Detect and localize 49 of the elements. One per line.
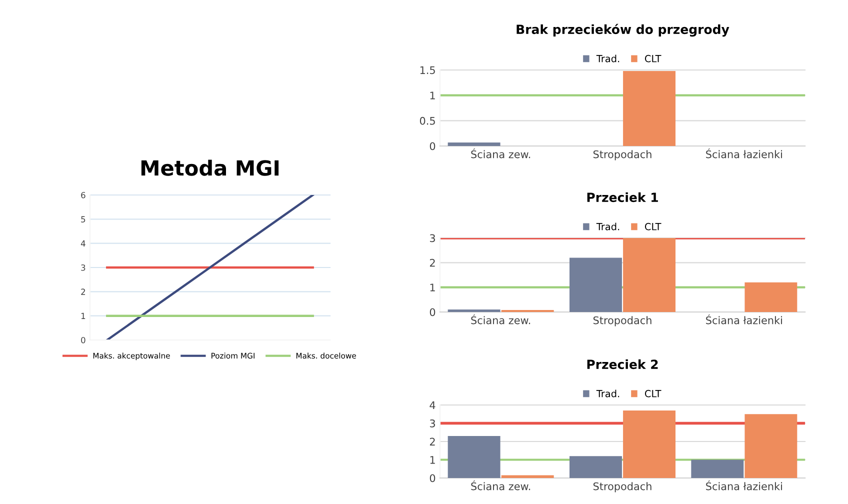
y-tick-label: 2 — [81, 288, 85, 295]
y-tick-label: 6 — [81, 192, 86, 198]
y-tick-label: 0.5 — [420, 116, 435, 125]
x-tick-label: Ściana zew. — [471, 480, 530, 490]
y-tick-label: 4 — [430, 401, 436, 409]
y-tick-label: 1 — [430, 92, 435, 100]
y-tick-label: 3 — [430, 419, 435, 428]
x-tick-label: Ściana zew. — [471, 148, 530, 158]
y-tick-label: 1.5 — [420, 66, 435, 74]
y-tick-label: 0 — [430, 142, 436, 150]
y-tick-label: 4 — [80, 240, 86, 246]
bar — [570, 258, 622, 312]
chart-title: Przeciek 1 — [587, 192, 658, 202]
legend-label: Trad. — [596, 390, 620, 398]
x-tick-label: Ściana łazienki — [706, 314, 782, 324]
x-tick-label: Stropodach — [593, 316, 652, 326]
legend-label: CLT — [644, 222, 662, 230]
y-tick-label: 3 — [81, 264, 86, 271]
bar — [501, 475, 554, 478]
y-tick-label: 1 — [81, 312, 86, 319]
y-tick-label: 2 — [430, 258, 435, 267]
x-tick-label: Ściana łazienki — [706, 148, 782, 158]
legend-label: Trad. — [596, 222, 620, 230]
bar — [691, 460, 744, 478]
y-tick-label: 0 — [430, 474, 436, 482]
x-tick-label: Ściana łazienki — [706, 480, 782, 490]
line-series — [106, 195, 314, 340]
y-tick-label: 0 — [430, 308, 436, 316]
bar — [623, 238, 676, 312]
y-tick-label: 1 — [430, 284, 435, 292]
legend-label: CLT — [644, 390, 662, 398]
bar — [570, 456, 622, 478]
x-tick-label: Stropodach — [593, 482, 652, 492]
y-tick-label: 5 — [81, 216, 86, 222]
y-tick-label: 0 — [81, 336, 86, 344]
chart-title: Brak przecieków do przegrody — [516, 24, 730, 37]
legend-label: CLT — [644, 54, 662, 62]
y-tick-label: 2 — [430, 438, 435, 446]
bar — [448, 436, 500, 478]
bar — [744, 414, 798, 478]
x-tick-label: Ściana zew. — [471, 314, 530, 324]
chart-title: Metoda MGI — [141, 160, 279, 176]
bar — [744, 282, 798, 312]
x-tick-label: Stropodach — [593, 150, 652, 160]
bar — [623, 410, 676, 478]
y-tick-label: 3 — [430, 234, 435, 242]
chart-title: Przeciek 2 — [587, 359, 658, 370]
y-tick-label: 1 — [430, 456, 435, 464]
legend-label: Trad. — [596, 54, 620, 62]
